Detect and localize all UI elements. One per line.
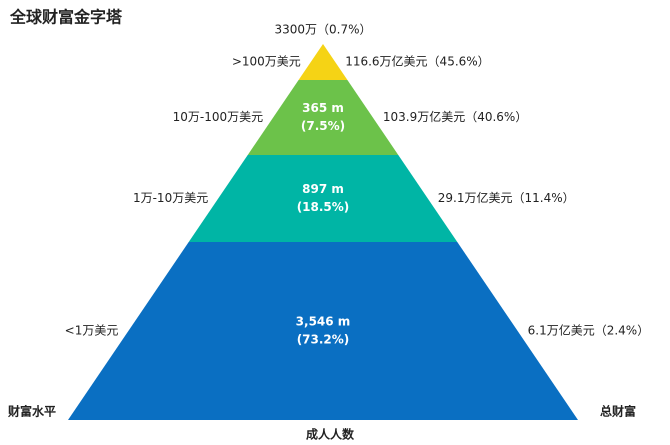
tier-adults: (7.5%) (301, 119, 345, 133)
tier-wealth: 103.9万亿美元（40.6%） (383, 109, 527, 124)
axis-left-label: 财富水平 (7, 404, 56, 419)
tier-adults: 3,546 m (296, 315, 351, 329)
pyramid-tier (298, 44, 348, 80)
tier-wealth: 29.1万亿美元（11.4%） (438, 190, 575, 205)
axis-right-label: 总财富 (600, 404, 636, 419)
title: 全球财富金字塔 (9, 8, 123, 27)
tier-adults: 897 m (302, 182, 344, 196)
axis-bottom-label: 成人人数 (306, 427, 355, 442)
tier-adults: (18.5%) (297, 200, 350, 214)
pyramid-tier (188, 155, 458, 242)
tier-level: >100万美元 (232, 55, 301, 69)
tier-level: <1万美元 (65, 324, 119, 338)
tier-wealth: 116.6万亿美元（45.6%） (345, 54, 489, 69)
tier-adults: (73.2%) (297, 333, 350, 347)
tier-level: 10万-100万美元 (173, 110, 264, 124)
pyramid-tier (247, 80, 399, 155)
tier-level: 1万-10万美元 (133, 191, 208, 205)
tier-adults: 365 m (302, 101, 344, 115)
pyramid-tier (68, 242, 578, 420)
tier-wealth: 6.1万亿美元（2.4%） (528, 323, 650, 338)
tier-adults: 3300万（0.7%） (274, 23, 371, 37)
